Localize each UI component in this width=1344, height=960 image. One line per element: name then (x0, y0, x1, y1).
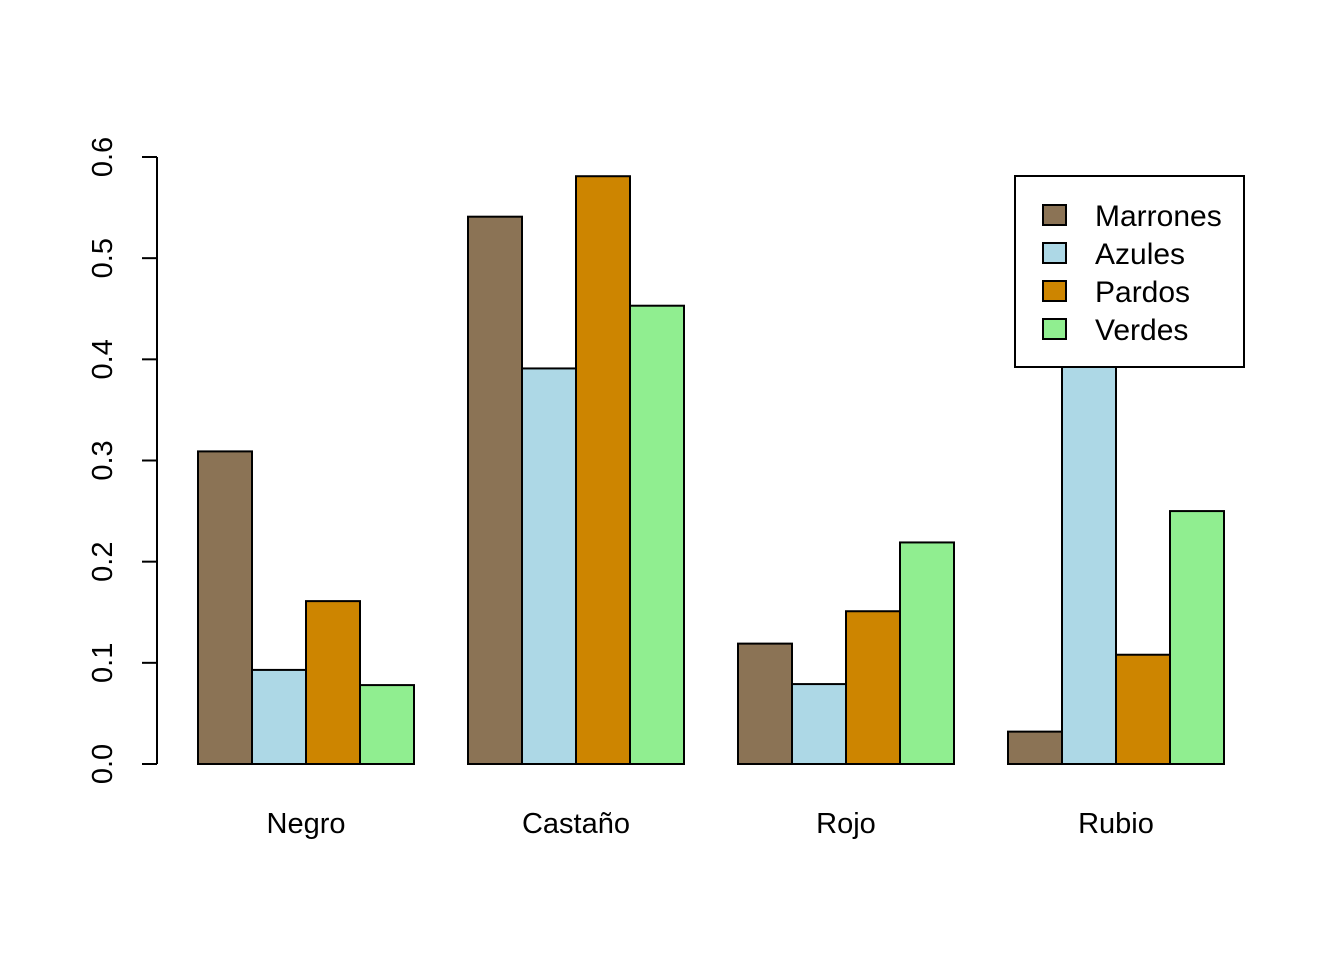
bar-azules-1 (521, 367, 577, 765)
bars (197, 175, 1225, 766)
bar-pardos-3 (1115, 653, 1171, 765)
bar-marrones-3 (1007, 730, 1063, 765)
category-label: Rojo (816, 808, 876, 840)
category-label: Rubio (1078, 808, 1154, 840)
bar-azules-3 (1061, 319, 1117, 765)
legend-label: Marrones (1095, 200, 1222, 233)
y-tick-label: 0.3 (87, 440, 119, 480)
legend-label: Pardos (1095, 276, 1190, 309)
bar-marrones-1 (467, 215, 523, 765)
legend-label: Verdes (1095, 314, 1188, 347)
legend-label: Azules (1095, 238, 1185, 271)
legend-swatch (1042, 242, 1067, 264)
category-labels: Negro Castaño Rojo Rubio (267, 808, 1154, 840)
y-tick-label: 0.1 (87, 643, 119, 683)
bar-pardos-0 (305, 600, 361, 765)
legend-swatch (1042, 318, 1067, 340)
y-tick-label: 0.0 (87, 744, 119, 784)
bar-marrones-2 (737, 642, 793, 766)
bar-azules-2 (791, 683, 847, 765)
bar-pardos-2 (845, 610, 901, 766)
legend-swatch (1042, 280, 1067, 302)
bar-azules-0 (251, 668, 307, 765)
y-tick-label: 0.2 (87, 542, 119, 582)
bar-verdes-3 (1169, 510, 1225, 766)
y-tick-label: 0.6 (87, 137, 119, 177)
bar-verdes-2 (899, 541, 955, 765)
bar-marrones-0 (197, 450, 253, 765)
bar-verdes-0 (359, 684, 415, 766)
legend: Marrones Azules Pardos Verdes (1014, 175, 1245, 368)
y-tick-label: 0.5 (87, 238, 119, 278)
legend-swatch (1042, 204, 1067, 226)
y-axis: 0.0 0.1 0.2 0.3 0.4 0.5 0.6 (87, 137, 158, 784)
category-label: Castaño (522, 808, 630, 840)
y-tick-label: 0.4 (87, 339, 119, 379)
category-label: Negro (267, 808, 346, 840)
bar-verdes-1 (629, 304, 685, 765)
bar-pardos-1 (575, 175, 631, 765)
